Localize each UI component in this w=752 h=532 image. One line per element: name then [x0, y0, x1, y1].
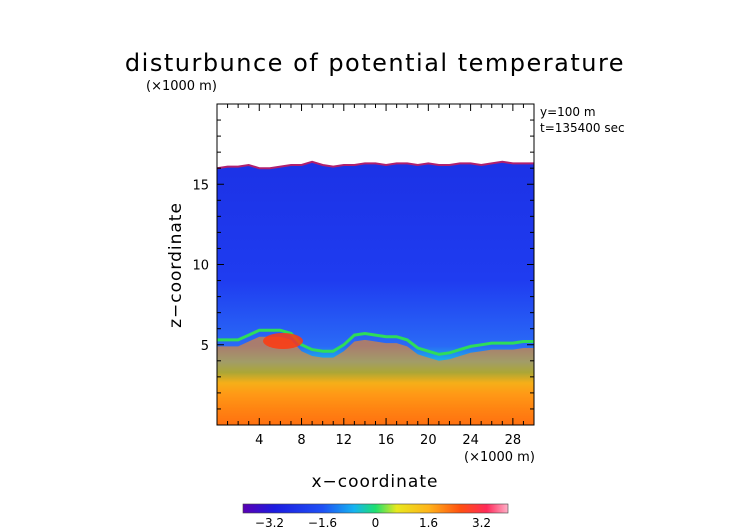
colorbar-tick-label: 0	[372, 516, 380, 530]
chart-title: disturbunce of potential temperature	[125, 49, 625, 77]
model-top-edge	[217, 160, 534, 170]
x-tick-label: 8	[297, 433, 305, 448]
x-tick-label: 4	[255, 433, 263, 448]
colorbar-ticks: −3.2 −1.6 0 1.6 3.2	[255, 516, 491, 530]
x-axis-label: x−coordinate	[312, 472, 439, 492]
y-tick-label: 10	[192, 259, 209, 274]
x-tick-label: 24	[462, 433, 479, 448]
x-axis-unit: (×1000 m)	[464, 450, 535, 465]
colorbar-tick-label: −1.6	[308, 516, 337, 530]
x-tick-label: 12	[336, 433, 353, 448]
y-axis-label: z−coordinate	[166, 202, 186, 328]
annotation-t: t=135400 sec	[540, 121, 625, 135]
x-tick-label: 28	[505, 433, 522, 448]
y-tick-label: 5	[201, 339, 209, 354]
colorbar	[242, 503, 509, 514]
stable-layer-front	[217, 328, 534, 356]
x-axis: 4 8 12 16 20 24 28	[227, 104, 524, 448]
colorbar-tick-label: −3.2	[255, 516, 284, 530]
annotation-y: y=100 m	[540, 105, 596, 119]
warm-anomaly	[263, 333, 303, 349]
y-axis: 5 10 15	[192, 119, 534, 410]
warm-lower-layer	[217, 336, 534, 425]
y-tick-label: 15	[192, 178, 209, 193]
x-tick-label: 16	[378, 433, 395, 448]
unit-note: (×1000 m)	[146, 79, 217, 94]
x-tick-label: 20	[420, 433, 437, 448]
colorbar-tick-label: 3.2	[472, 516, 491, 530]
colorbar-tick-label: 1.6	[419, 516, 438, 530]
